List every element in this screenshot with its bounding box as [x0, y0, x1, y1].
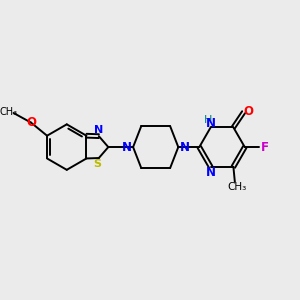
Text: N: N: [122, 141, 132, 154]
Text: CH₃: CH₃: [0, 106, 17, 116]
Text: O: O: [244, 105, 254, 118]
Text: H: H: [203, 115, 212, 125]
Text: N: N: [206, 117, 216, 130]
Text: N: N: [206, 166, 216, 179]
Text: CH₃: CH₃: [228, 182, 247, 192]
Text: O: O: [26, 116, 36, 129]
Text: F: F: [261, 141, 269, 154]
Text: S: S: [93, 159, 101, 170]
Text: N: N: [180, 141, 190, 154]
Text: N: N: [94, 125, 104, 135]
